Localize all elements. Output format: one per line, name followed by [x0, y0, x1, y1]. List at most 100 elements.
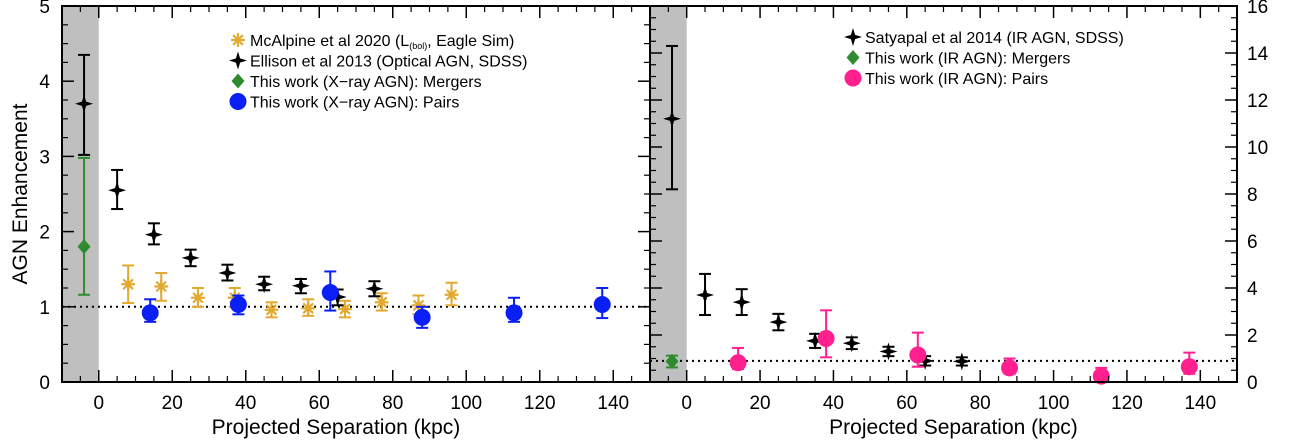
data-point	[328, 288, 347, 307]
y-tick-label: 4	[39, 72, 50, 93]
x-tick-label: 120	[1111, 393, 1143, 414]
data-point	[1001, 359, 1019, 377]
series-3	[141, 270, 611, 329]
data-point	[154, 279, 169, 294]
data-point	[806, 331, 825, 350]
data-point	[108, 181, 127, 200]
data-point	[255, 275, 274, 294]
data-point	[374, 295, 389, 310]
x-tick-label: 40	[823, 393, 844, 414]
data-point	[1180, 358, 1198, 376]
legend-label: Ellison et al 2013 (Optical AGN, SDSS)	[250, 54, 527, 71]
legend: McAlpine et al 2020 (L(bol), Eagle Sim) E…	[229, 32, 527, 112]
data-point	[301, 301, 316, 316]
data-point	[696, 286, 715, 305]
data-point	[952, 352, 971, 371]
y-tick-label: 14	[1247, 44, 1269, 65]
y-axis-title: AGN Enhancement	[9, 103, 32, 284]
legend-marker	[229, 93, 247, 110]
x-tick-label: 80	[382, 393, 403, 414]
x-tick-label: 100	[450, 393, 482, 414]
y-tick-label: 0	[39, 373, 50, 394]
data-point	[665, 353, 679, 369]
y-tick-label: 16	[1247, 0, 1268, 18]
data-point	[181, 248, 200, 267]
x-tick-label: 140	[1184, 393, 1216, 414]
data-point	[1092, 367, 1110, 385]
legend-label: This work (X−ray AGN): Pairs	[250, 95, 459, 112]
data-point	[916, 351, 935, 370]
series-2	[77, 156, 91, 296]
series-0	[663, 44, 971, 371]
data-point	[769, 313, 788, 332]
y-tick-label: 2	[39, 223, 50, 244]
legend-label: McAlpine et al 2020 (L(bol), Eagle Sim)	[250, 33, 514, 51]
data-point	[264, 302, 279, 317]
legend-marker	[231, 73, 245, 89]
y-tick-label: 10	[1247, 138, 1268, 159]
data-point	[842, 334, 861, 353]
x-tick-label: 20	[749, 393, 770, 414]
data-point	[732, 293, 751, 312]
legend-label: This work (IR AGN): Mergers	[865, 51, 1070, 68]
data-point	[413, 308, 431, 326]
data-point	[411, 298, 426, 313]
error-bar	[78, 156, 91, 296]
data-point	[321, 284, 339, 302]
y-tick-label: 6	[1247, 232, 1258, 253]
data-point	[365, 279, 384, 298]
series-2	[729, 309, 1198, 385]
x-tick-label: 0	[93, 393, 104, 414]
y-tick-label: 2	[1247, 326, 1258, 347]
data-point	[141, 304, 159, 322]
data-point	[817, 330, 835, 348]
data-point	[77, 239, 91, 255]
left-panel: 0 20 40 60 80 100 120 140 0 1 2 3 4 5 Projected Separa…	[9, 0, 651, 439]
legend-marker	[229, 51, 247, 70]
data-point	[190, 290, 206, 305]
y-tick-label: 0	[1247, 373, 1258, 394]
x-axis-title: Projected Separation (kpc)	[829, 416, 1078, 439]
data-point	[505, 304, 523, 322]
x-tick-label: 20	[162, 393, 183, 414]
legend-label: This work (X−ray AGN): Mergers	[250, 74, 482, 91]
x-axis-title: Projected Separation (kpc)	[212, 416, 461, 439]
shaded-region	[62, 6, 99, 382]
data-point	[291, 276, 310, 295]
legend: Satyapal et al 2014 (IR AGN, SDSS) This w…	[844, 28, 1124, 88]
data-point	[229, 296, 247, 314]
data-point	[75, 94, 94, 113]
data-point	[444, 287, 459, 302]
y-tick-label: 4	[1247, 279, 1258, 300]
x-tick-label: 60	[896, 393, 917, 414]
data-point	[218, 263, 237, 282]
x-tick-label: 0	[681, 393, 692, 414]
data-point	[729, 354, 747, 372]
y-tick-label: 8	[1247, 185, 1258, 206]
x-tick-label: 40	[235, 393, 256, 414]
data-point	[663, 109, 682, 128]
legend-marker	[846, 50, 860, 65]
x-tick-label: 140	[597, 393, 629, 414]
right-panel: 0 20 40 60 80 100 120 140 0 2 4 6 8 10 12 14 16 Projected…	[649, 0, 1269, 439]
data-point	[121, 277, 136, 292]
x-tick-label: 60	[309, 393, 330, 414]
y-tick-label: 1	[39, 298, 50, 319]
y-tick-label: 12	[1247, 91, 1268, 112]
x-tick-label: 80	[970, 393, 991, 414]
data-point	[879, 342, 898, 361]
legend-marker	[844, 69, 862, 87]
x-tick-label: 100	[1038, 393, 1070, 414]
series-0	[121, 264, 459, 319]
x-tick-label: 120	[524, 393, 556, 414]
legend-marker	[230, 32, 246, 48]
legend-marker	[844, 28, 862, 46]
legend-label: Satyapal et al 2014 (IR AGN, SDSS)	[865, 30, 1124, 47]
data-point	[909, 346, 927, 364]
legend-label: This work (IR AGN): Pairs	[865, 71, 1048, 88]
y-tick-label: 3	[39, 147, 50, 168]
data-point	[144, 225, 163, 244]
series-1	[75, 53, 384, 307]
